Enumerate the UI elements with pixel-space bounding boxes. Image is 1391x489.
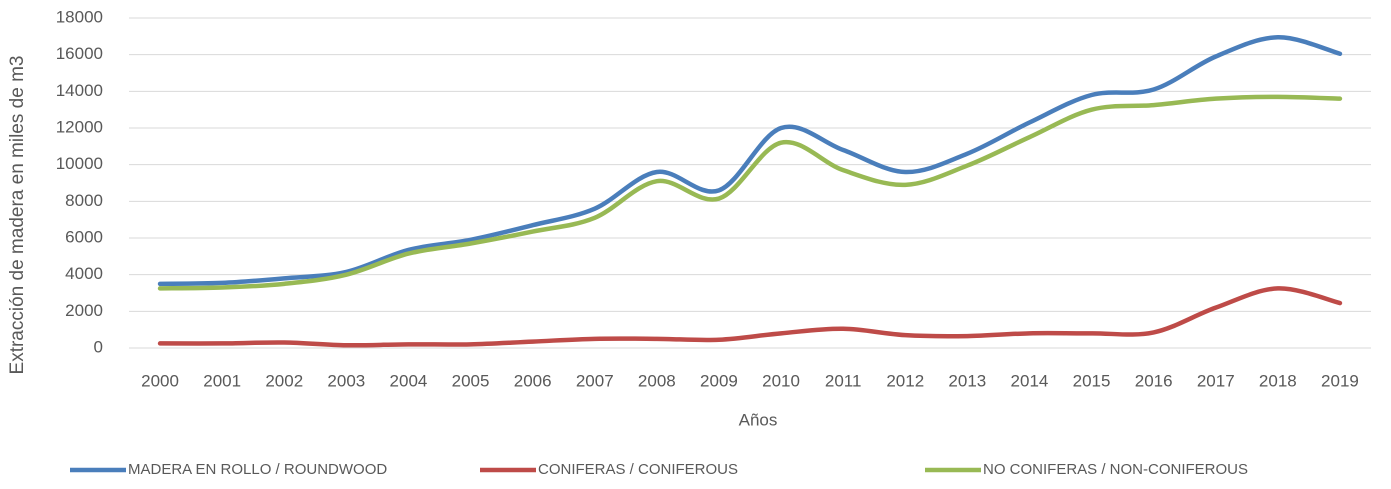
x-tick-label: 2016 xyxy=(1135,371,1173,390)
x-tick-label: 2012 xyxy=(886,371,924,390)
y-tick-label: 6000 xyxy=(65,227,103,246)
line-series xyxy=(157,94,1343,291)
y-tick-label: 12000 xyxy=(56,117,103,136)
line-series xyxy=(157,34,1343,287)
x-tick-label: 2005 xyxy=(452,371,490,390)
x-tick-label: 2003 xyxy=(327,371,365,390)
y-tick-label: 14000 xyxy=(56,81,103,100)
x-tick-label: 2009 xyxy=(700,371,738,390)
x-tick-label: 2004 xyxy=(390,371,428,390)
y-tick-label: 10000 xyxy=(56,154,103,173)
x-tick-label: 2001 xyxy=(203,371,241,390)
legend-label: MADERA EN ROLLO / ROUNDWOOD xyxy=(128,461,387,478)
y-tick-label: 4000 xyxy=(65,264,103,283)
x-tick-label: 2017 xyxy=(1197,371,1235,390)
line-series xyxy=(157,286,1343,348)
y-tick-label: 0 xyxy=(94,337,103,356)
legend-label: NO CONIFERAS / NON-CONIFEROUS xyxy=(983,461,1248,478)
x-tick-label: 2006 xyxy=(514,371,552,390)
x-tick-label: 2007 xyxy=(576,371,614,390)
y-tick-label: 18000 xyxy=(56,7,103,26)
x-tick-label: 2000 xyxy=(141,371,179,390)
y-axis-title: Extracción de madera en miles de m3 xyxy=(7,56,28,375)
legend-label: CONIFERAS / CONIFEROUS xyxy=(538,461,738,478)
x-tick-label: 2010 xyxy=(762,371,800,390)
x-tick-label: 2011 xyxy=(825,371,862,390)
x-tick-label: 2014 xyxy=(1011,371,1049,390)
x-tick-label: 2015 xyxy=(1073,371,1111,390)
y-tick-label: 2000 xyxy=(65,301,103,320)
x-tick-label: 2002 xyxy=(265,371,303,390)
x-axis-title: Años xyxy=(739,410,778,429)
y-tick-label: 8000 xyxy=(65,191,103,210)
y-tick-label: 16000 xyxy=(56,44,103,63)
x-tick-label: 2018 xyxy=(1259,371,1297,390)
x-tick-label: 2013 xyxy=(948,371,986,390)
x-tick-label: 2019 xyxy=(1321,371,1359,390)
x-tick-label: 2008 xyxy=(638,371,676,390)
